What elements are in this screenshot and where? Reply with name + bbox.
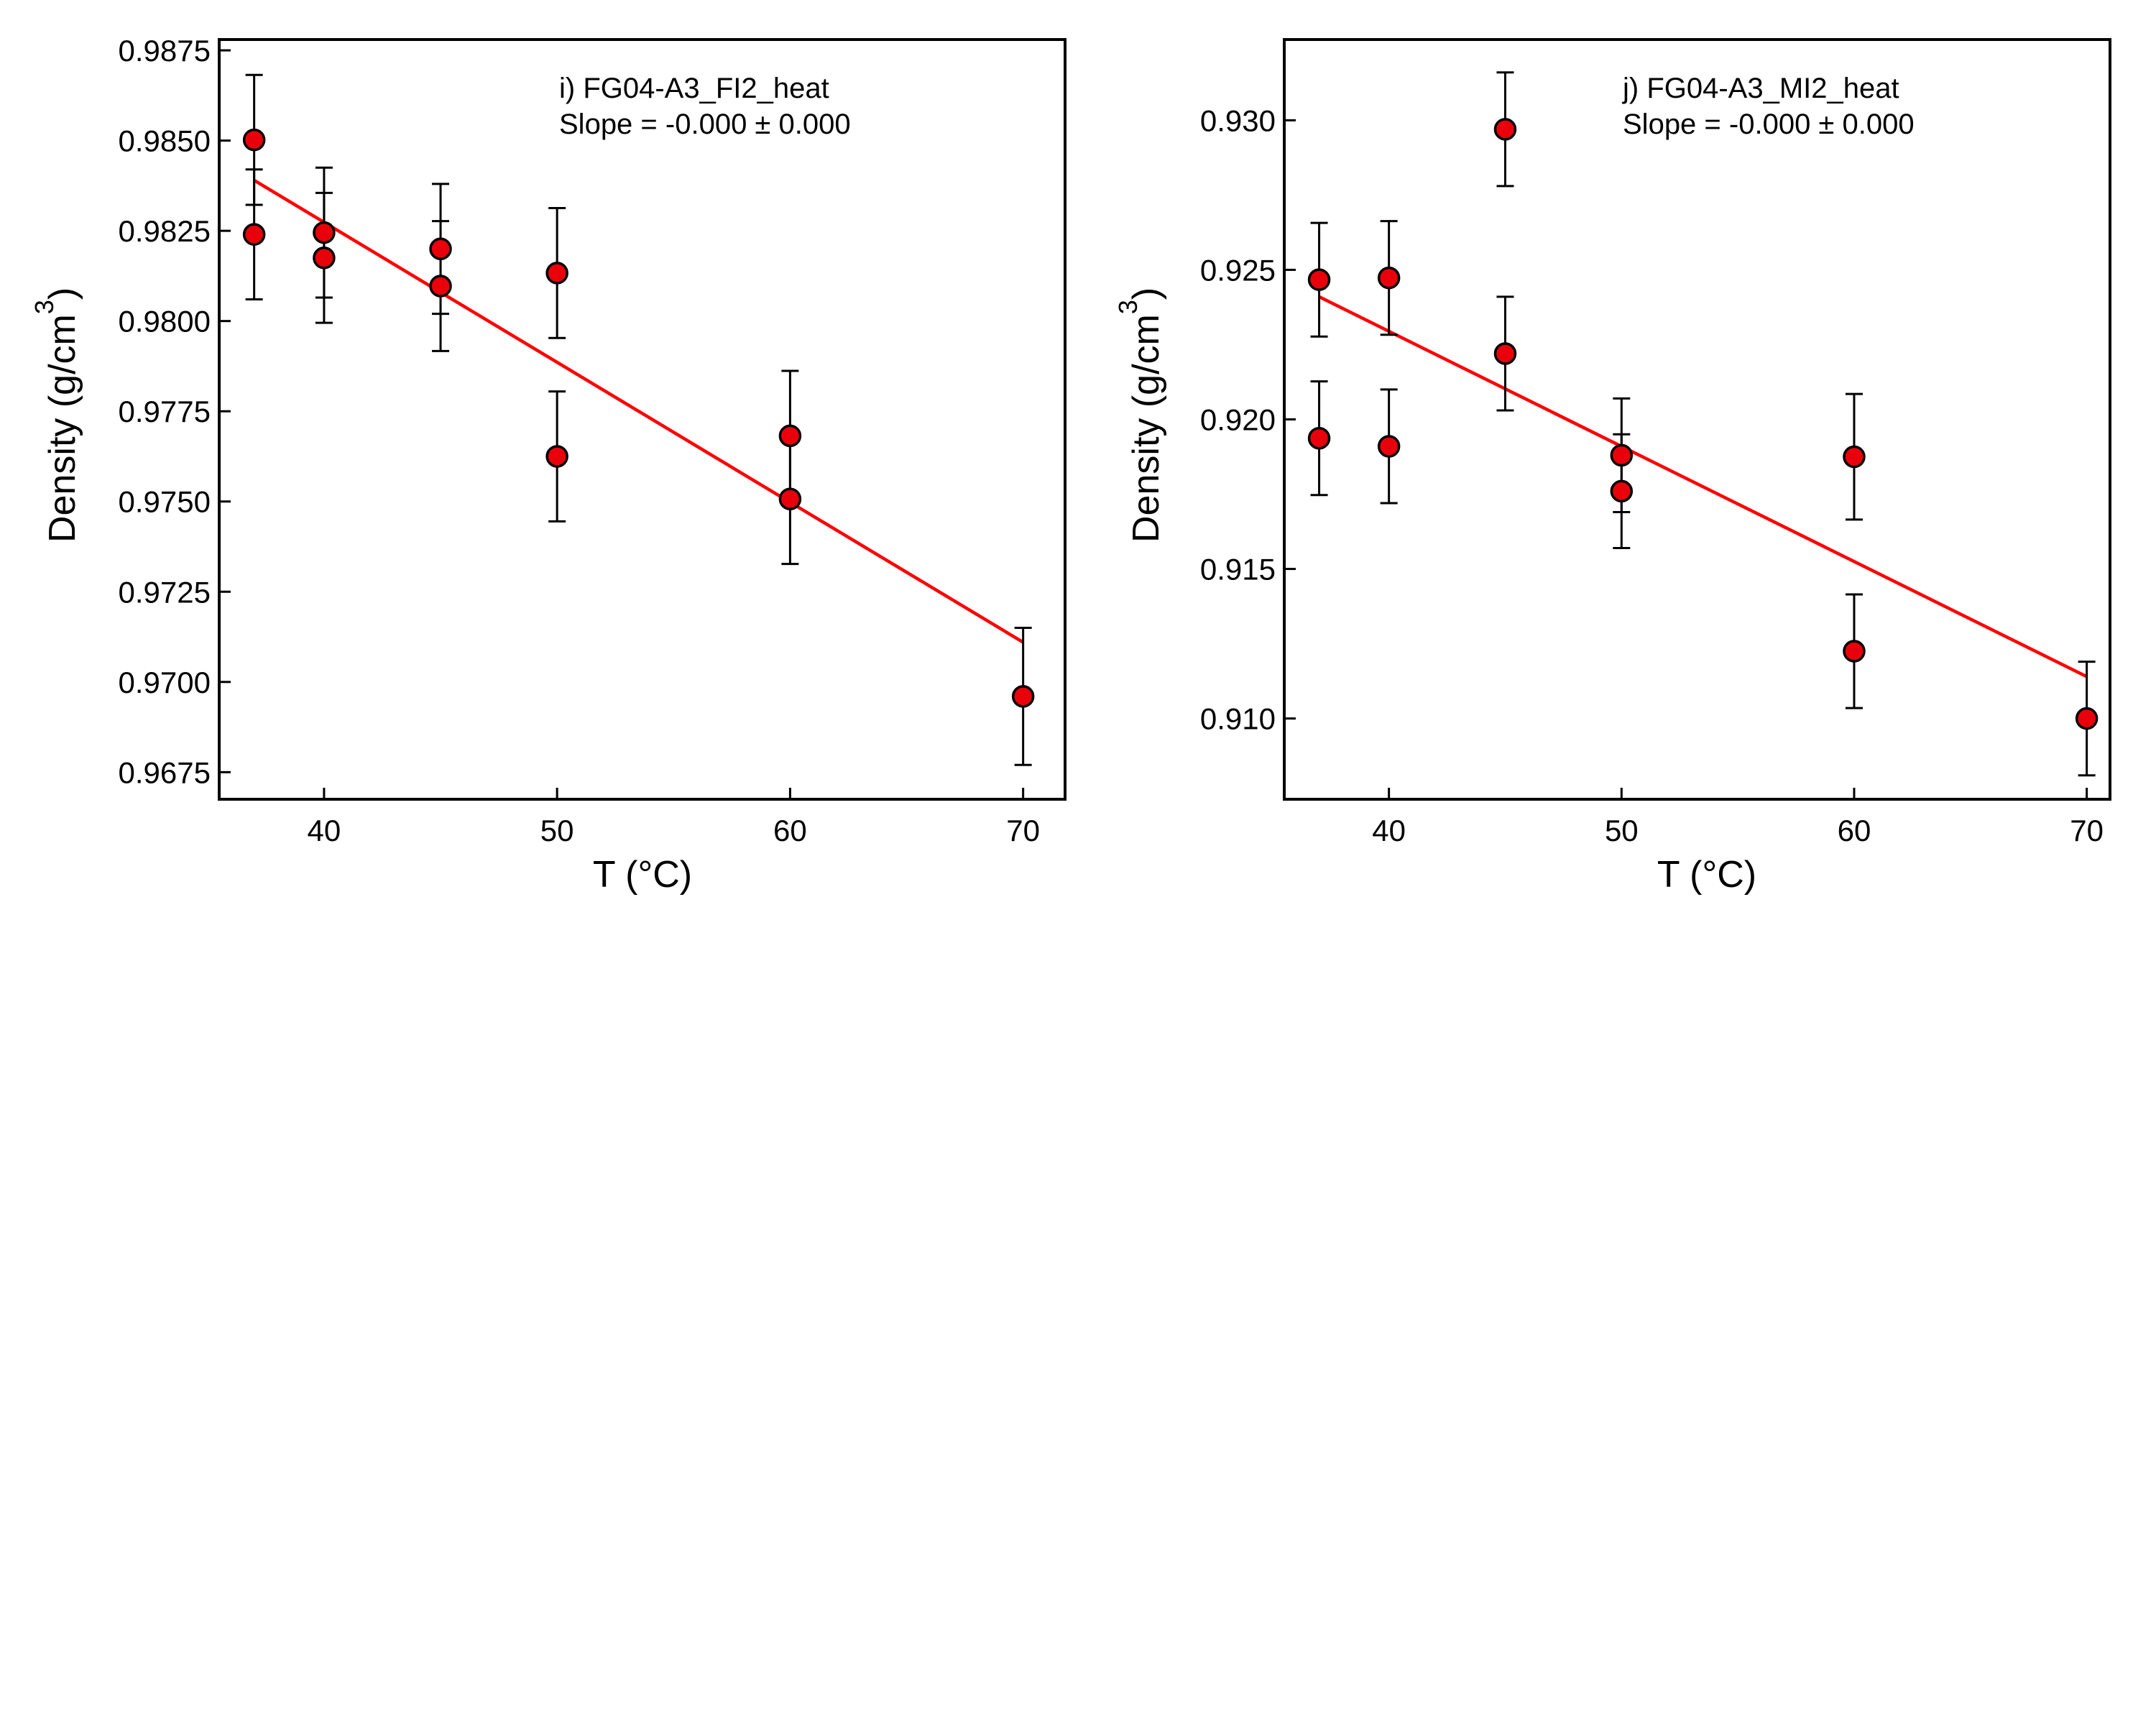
x-tick-label: 50: [540, 814, 574, 847]
data-point: [1610, 443, 1634, 467]
data-point: [1843, 640, 1866, 663]
fit-line: [1318, 295, 2088, 678]
data-point: [429, 275, 452, 298]
data-point: [242, 128, 266, 152]
y-tick-label: 0.9750: [119, 485, 211, 519]
x-tick-label: 40: [308, 814, 341, 847]
y-tick-label: 0.920: [1200, 403, 1276, 437]
y-axis-label: Density (g/cm3): [1113, 288, 1167, 543]
x-tick-label: 70: [2070, 814, 2104, 847]
data-point: [1307, 268, 1331, 291]
y-tick-label: 0.915: [1200, 553, 1276, 586]
data-point: [429, 237, 452, 260]
slope-annotation: Slope = -0.000 ± 0.000: [1623, 109, 1915, 140]
y-axis-label: Density (g/cm3): [29, 288, 83, 543]
data-point: [545, 262, 568, 285]
y-tick-label: 0.9725: [119, 575, 211, 609]
y-axis-label-group: Density (g/cm3): [29, 288, 83, 543]
y-tick-label: 0.925: [1200, 253, 1276, 287]
x-axis-label: T (°C): [593, 854, 692, 896]
data-point: [1377, 266, 1401, 290]
data-point: [1377, 435, 1401, 458]
y-tick-label: 0.9850: [119, 124, 211, 158]
slope-annotation: Slope = -0.000 ± 0.000: [559, 109, 851, 140]
x-tick-label: 60: [773, 814, 807, 847]
data-point: [1843, 445, 1866, 469]
x-tick-label: 70: [1006, 814, 1040, 847]
y-axis-label-group: Density (g/cm3): [1113, 288, 1167, 543]
data-point: [1493, 342, 1517, 365]
y-tick-label: 0.9675: [119, 755, 211, 789]
data-point: [778, 424, 802, 448]
data-point: [778, 487, 802, 510]
panel-label: i) FG04-A3_FI2_heat: [559, 73, 829, 104]
data-point: [1493, 118, 1517, 141]
y-tick-label: 0.9875: [119, 34, 211, 68]
x-tick-label: 60: [1838, 814, 1871, 847]
data-point: [313, 221, 336, 244]
x-axis-label: T (°C): [1657, 854, 1756, 896]
plot-frame: [218, 38, 1067, 801]
data-point: [545, 445, 568, 468]
chart-panel-j: j) FG04-A3_MI2_heat Slope = -0.000 ± 0.0…: [1113, 38, 2111, 896]
x-tick-label: 40: [1372, 814, 1406, 847]
data-point: [242, 223, 266, 246]
y-tick-label: 0.9700: [119, 666, 211, 699]
y-tick-label: 0.9825: [119, 214, 211, 248]
data-point: [2075, 707, 2099, 730]
x-tick-label: 50: [1605, 814, 1639, 847]
data-point: [1011, 685, 1035, 708]
data-point: [313, 247, 336, 270]
fit-line: [253, 178, 1024, 644]
y-tick-label: 0.930: [1200, 104, 1276, 137]
y-tick-label: 0.9800: [119, 305, 211, 339]
y-tick-label: 0.9775: [119, 395, 211, 428]
panel-label: j) FG04-A3_MI2_heat: [1622, 73, 1899, 104]
data-point: [1610, 479, 1634, 503]
data-point: [1307, 426, 1331, 450]
chart-panel-i: i) FG04-A3_FI2_heat Slope = -0.000 ± 0.0…: [29, 34, 1067, 896]
y-tick-label: 0.910: [1200, 702, 1276, 736]
